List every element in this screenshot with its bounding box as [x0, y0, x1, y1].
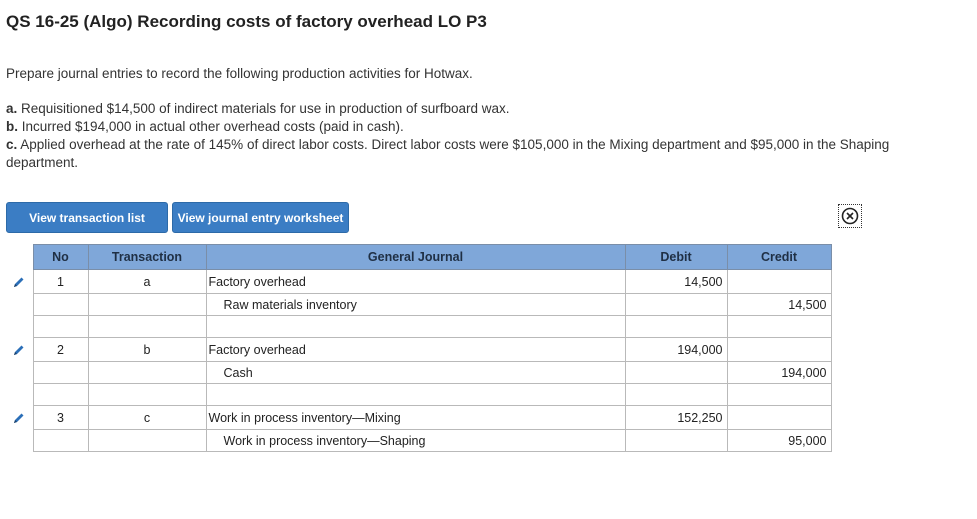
entry-transaction: c — [87, 405, 207, 430]
entry-transaction — [87, 361, 207, 384]
entry-transaction: a — [87, 269, 207, 294]
table-row: Work in process inventory—Shaping 95,000 — [6, 429, 832, 452]
entry-debit[interactable] — [624, 429, 728, 452]
entry-credit[interactable] — [726, 405, 832, 430]
entry-credit[interactable] — [726, 337, 832, 362]
transaction-items: a. Requisitioned $14,500 of indirect mat… — [6, 100, 956, 172]
item-text: Applied overhead at the rate of 145% of … — [6, 137, 890, 170]
transaction-item: c. Applied overhead at the rate of 145% … — [6, 136, 956, 172]
entry-number: 2 — [32, 337, 89, 362]
entry-debit[interactable]: 152,250 — [624, 405, 728, 430]
entry-credit[interactable] — [726, 383, 832, 406]
entry-credit[interactable]: 95,000 — [726, 429, 832, 452]
entry-credit[interactable] — [726, 269, 832, 294]
table-row: 2 b Factory overhead 194,000 — [6, 337, 832, 362]
entry-account[interactable]: Cash — [205, 361, 626, 384]
view-journal-worksheet-button[interactable]: View journal entry worksheet — [172, 202, 349, 233]
page-title: QS 16-25 (Algo) Recording costs of facto… — [6, 12, 487, 31]
header-transaction: Transaction — [87, 244, 207, 270]
entry-transaction — [87, 429, 207, 452]
item-letter: b. — [6, 119, 18, 134]
entry-debit[interactable] — [624, 293, 728, 316]
entry-debit[interactable] — [624, 315, 728, 338]
pencil-icon — [6, 344, 33, 356]
pencil-icon — [6, 412, 33, 424]
table-row: 3 c Work in process inventory—Mixing 152,25… — [6, 405, 832, 430]
table-row: Cash 194,000 — [6, 361, 832, 384]
entry-credit[interactable] — [726, 315, 832, 338]
entry-credit[interactable]: 14,500 — [726, 293, 832, 316]
entry-number — [32, 429, 89, 452]
entry-account[interactable] — [205, 383, 626, 406]
entry-account[interactable]: Work in process inventory—Mixing — [205, 405, 626, 430]
edit-entry-button[interactable] — [6, 270, 33, 294]
edit-entry-button[interactable] — [6, 338, 33, 362]
entry-number: 3 — [32, 405, 89, 430]
view-transaction-list-button[interactable]: View transaction list — [6, 202, 168, 233]
pencil-icon — [6, 276, 33, 288]
entry-transaction — [87, 315, 207, 338]
entry-account[interactable] — [205, 315, 626, 338]
table-row — [6, 383, 832, 406]
entry-number — [32, 293, 89, 316]
transaction-item: a. Requisitioned $14,500 of indirect mat… — [6, 100, 956, 118]
transaction-item: b. Incurred $194,000 in actual other ove… — [6, 118, 956, 136]
entry-number: 1 — [32, 269, 89, 294]
close-button[interactable] — [838, 204, 862, 228]
entry-account[interactable]: Raw materials inventory — [205, 293, 626, 316]
entry-number — [32, 361, 89, 384]
entry-debit[interactable] — [624, 361, 728, 384]
header-no: No — [32, 244, 89, 270]
prompt-text: Prepare journal entries to record the fo… — [6, 66, 473, 81]
table-row: Raw materials inventory 14,500 — [6, 293, 832, 316]
item-text: Requisitioned $14,500 of indirect materi… — [21, 101, 510, 116]
entry-transaction — [87, 293, 207, 316]
journal-table: No Transaction General Journal Debit Cre… — [6, 244, 832, 452]
entry-account[interactable]: Work in process inventory—Shaping — [205, 429, 626, 452]
entry-transaction — [87, 383, 207, 406]
entry-debit[interactable] — [624, 383, 728, 406]
edit-entry-button[interactable] — [6, 406, 33, 430]
entry-account[interactable]: Factory overhead — [205, 269, 626, 294]
close-icon — [841, 207, 859, 225]
entry-number — [32, 315, 89, 338]
table-row: 1 a Factory overhead 14,500 — [6, 269, 832, 294]
header-credit: Credit — [726, 244, 832, 270]
entry-debit[interactable]: 14,500 — [624, 269, 728, 294]
header-debit: Debit — [624, 244, 728, 270]
item-letter: a. — [6, 101, 18, 116]
item-letter: c. — [6, 137, 18, 152]
entry-debit[interactable]: 194,000 — [624, 337, 728, 362]
item-text: Incurred $194,000 in actual other overhe… — [21, 119, 404, 134]
entry-credit[interactable]: 194,000 — [726, 361, 832, 384]
header-general-journal: General Journal — [205, 244, 626, 270]
entry-account[interactable]: Factory overhead — [205, 337, 626, 362]
entry-transaction: b — [87, 337, 207, 362]
entry-number — [32, 383, 89, 406]
table-row — [6, 315, 832, 338]
